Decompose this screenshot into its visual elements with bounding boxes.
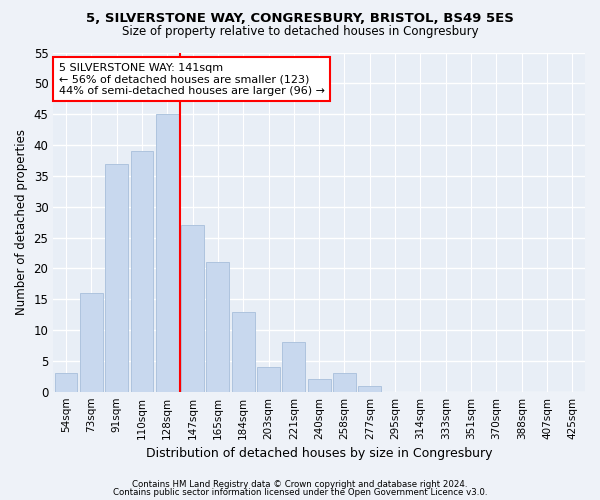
- Text: Contains HM Land Registry data © Crown copyright and database right 2024.: Contains HM Land Registry data © Crown c…: [132, 480, 468, 489]
- Bar: [181, 225, 204, 392]
- Bar: [80, 293, 103, 392]
- Bar: [257, 367, 280, 392]
- Bar: [131, 151, 154, 392]
- Bar: [55, 373, 77, 392]
- Y-axis label: Number of detached properties: Number of detached properties: [15, 129, 28, 315]
- Bar: [232, 312, 254, 392]
- Bar: [206, 262, 229, 392]
- Bar: [105, 164, 128, 392]
- Text: Contains public sector information licensed under the Open Government Licence v3: Contains public sector information licen…: [113, 488, 487, 497]
- X-axis label: Distribution of detached houses by size in Congresbury: Distribution of detached houses by size …: [146, 447, 493, 460]
- Text: 5, SILVERSTONE WAY, CONGRESBURY, BRISTOL, BS49 5ES: 5, SILVERSTONE WAY, CONGRESBURY, BRISTOL…: [86, 12, 514, 26]
- Bar: [156, 114, 179, 392]
- Bar: [308, 380, 331, 392]
- Text: Size of property relative to detached houses in Congresbury: Size of property relative to detached ho…: [122, 25, 478, 38]
- Text: 5 SILVERSTONE WAY: 141sqm
← 56% of detached houses are smaller (123)
44% of semi: 5 SILVERSTONE WAY: 141sqm ← 56% of detac…: [59, 62, 325, 96]
- Bar: [333, 373, 356, 392]
- Bar: [358, 386, 381, 392]
- Bar: [283, 342, 305, 392]
